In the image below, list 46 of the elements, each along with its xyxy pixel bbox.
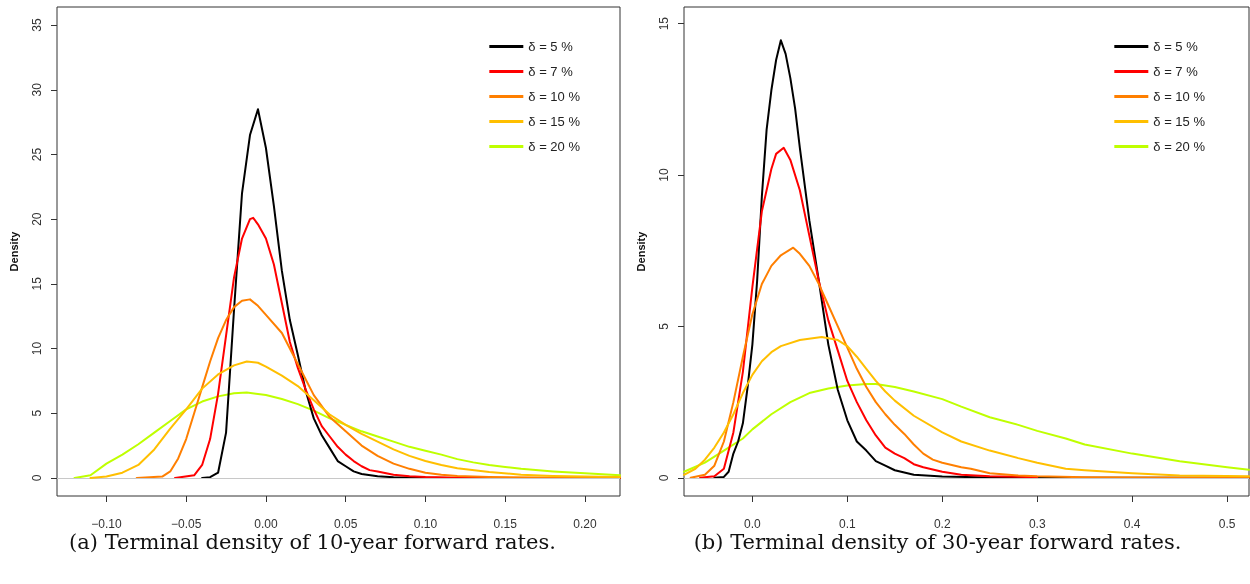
legend-label: δ = 15 % [528,114,581,129]
x-tick-label: 0.15 [493,517,518,531]
y-tick-label: 15 [30,276,44,291]
line-series [683,336,1250,478]
text: (a) Terminal density of 10-year forward rates. [68,530,557,554]
y-tick-label: 20 [30,212,44,226]
legend-label: δ = 10 % [1153,89,1206,104]
legend-label: δ = 15 % [1153,114,1206,129]
x-tick-label: 0.10 [413,517,438,531]
x-tick-label: 0.1 [838,517,856,531]
y-tick-label: 0 [30,474,44,482]
x-tick-label: 0.20 [573,517,597,531]
y-tick-label: 0 [657,474,671,482]
line-series [699,146,1039,479]
x-tick-label: 0.0 [744,517,762,531]
y-tick-label: 5 [30,409,44,417]
legend-label: δ = 5 % [528,39,574,54]
text: (b) Terminal density of 30-year forward rates. [692,530,1183,554]
x-tick-label: 0.3 [1028,517,1046,531]
x-tick-label: −0.10 [91,517,122,531]
y-tick-label: 30 [30,82,44,97]
legend-label: δ = 20 % [1153,139,1206,154]
legend-label: δ = 20 % [528,139,581,154]
y-tick-label: 10 [657,168,671,182]
legend-label: δ = 7 % [1153,64,1199,79]
y-tick-label: 5 [657,322,671,330]
line-series [683,382,1250,473]
x-tick-label: −0.05 [171,517,202,531]
y-tick-label: 35 [30,18,44,32]
y-axis-title: Density [7,230,20,272]
x-tick-label: 0.5 [1218,517,1236,531]
y-axis-title: Density [634,230,647,272]
legend-label: δ = 7 % [528,64,574,79]
x-tick-label: 0.00 [254,517,278,531]
y-tick-label: 25 [30,147,44,162]
legend-label: δ = 10 % [528,89,581,104]
line-series [89,360,621,479]
x-tick-label: 0.2 [933,517,951,531]
y-tick-label: 15 [657,16,671,31]
x-tick-label: 0.4 [1123,517,1141,531]
line-series [689,246,1250,479]
line-series [73,391,621,479]
legend-label: δ = 5 % [1153,39,1199,54]
line-series [135,298,621,479]
y-tick-label: 10 [30,341,44,356]
x-tick-label: 0.05 [334,517,358,531]
